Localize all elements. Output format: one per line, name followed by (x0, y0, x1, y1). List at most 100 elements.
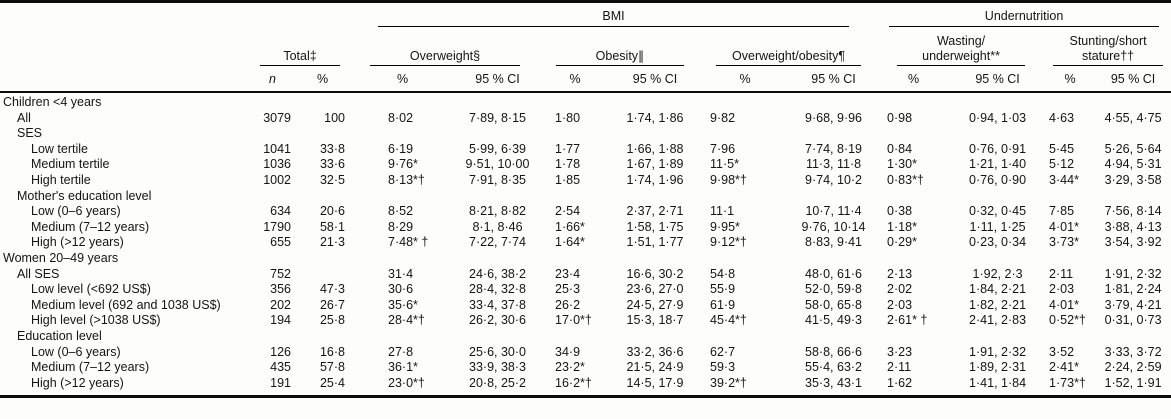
table-cell: 1·62 (887, 375, 913, 390)
col-header-overweight-obesity-ci: 95 % CI (790, 66, 878, 93)
table-row: All 3079 100 8·02 7·89, 8·15 1·80 1·74, 1·86 9·… (0, 111, 1171, 127)
table-cell: 25·3 (555, 282, 581, 297)
table-cell: 1·21, 1·40 (969, 157, 1027, 172)
table-cell: 0·98 (887, 110, 913, 125)
row-label: Low (0–6 years) (31, 204, 121, 219)
table-cell: 4·01* (1049, 219, 1079, 234)
table-cell (540, 251, 610, 267)
group-header-bmi: BMI (350, 2, 877, 27)
section-row: Education level (0, 329, 1171, 345)
table-body: Children <4 years All 3079 100 8·02 7·89, 8·1… (0, 92, 1171, 397)
table-cell: 0·38 (887, 204, 913, 219)
table-cell: 1·74, 1·96 (626, 172, 684, 187)
table-cell (1095, 251, 1171, 267)
table-cell: 2·13 (887, 266, 913, 281)
table-cell: 47·3 (319, 282, 345, 297)
table-cell: 33·6 (319, 157, 345, 172)
row-label: Medium (7–12 years) (31, 219, 150, 234)
table-cell: 9·76, 10·14 (801, 219, 866, 234)
subheader-stunting-line2: stature†† (1081, 48, 1135, 63)
subheader-wasting: Wasting/ underweight** (877, 27, 1045, 66)
table-cell: 36·1* (388, 360, 418, 375)
table-cell: 9·76* (388, 157, 418, 172)
table-cell: 4·01* (1049, 297, 1079, 312)
table-cell (295, 251, 350, 267)
table-cell: 0·83*† (887, 172, 924, 187)
table-cell: 8·83, 9·41 (805, 235, 863, 250)
table-cell (610, 329, 700, 345)
table-cell: 191 (270, 375, 291, 390)
table-cell: 3·73* (1049, 235, 1079, 250)
subheader-wasting-line1: Wasting/ (936, 34, 986, 48)
table-cell: 9·51, 10·00 (465, 157, 530, 172)
table-cell: 24·5, 27·9 (626, 297, 684, 312)
table-cell: 33·9, 38·3 (469, 360, 526, 375)
table-cell: 202 (270, 297, 291, 312)
subheader-stunting: Stunting/short stature†† (1045, 27, 1171, 66)
table-cell: 3·79, 4·21 (1104, 297, 1162, 312)
table-cell: 55·9 (710, 282, 736, 297)
row-label: Education level (17, 328, 102, 343)
table-cell: 35·3, 43·1 (805, 375, 863, 390)
row-label: All (17, 110, 31, 125)
table-cell (250, 126, 295, 142)
table-cell: 2·54 (555, 204, 581, 219)
table-cell: 16·2*† (555, 375, 592, 390)
row-label: Medium (7–12 years) (31, 360, 150, 375)
table-cell: 25·8 (319, 313, 345, 328)
table-cell: 11·3, 11·8 (805, 157, 862, 172)
table-cell: 26·7 (319, 297, 345, 312)
table-cell (700, 92, 790, 111)
table-cell: 2·41, 2·83 (969, 313, 1027, 328)
table-cell: 1·66* (555, 219, 585, 234)
table-cell: 3079 (263, 110, 291, 125)
table-cell (950, 92, 1045, 111)
table-cell: 356 (270, 282, 291, 297)
table-cell: 11·5* (710, 157, 739, 172)
table-cell (1095, 126, 1171, 142)
table-cell (350, 92, 455, 111)
table-cell: 8·13*† (388, 172, 425, 187)
table-cell (610, 92, 700, 111)
table-cell: 0·23, 0·34 (969, 235, 1027, 250)
col-header-obesity-ci: 95 % CI (610, 66, 700, 93)
table-cell (700, 251, 790, 267)
section-row: SES (0, 126, 1171, 142)
row-label: Low (0–6 years) (31, 344, 121, 359)
table-cell (295, 329, 350, 345)
table-row: Low (0–6 years) 126 16·8 27·8 25·6, 30·0 34·9… (0, 345, 1171, 361)
table-cell: 1·85 (555, 172, 581, 187)
section-row: Women 20–49 years (0, 251, 1171, 267)
table-cell: 4·94, 5·31 (1104, 157, 1162, 172)
table-cell: 1041 (263, 141, 291, 156)
table-cell: 1·82, 2·21 (969, 297, 1027, 312)
table-cell: 6·19 (388, 141, 414, 156)
table-cell (250, 329, 295, 345)
group-label-bmi: BMI (378, 9, 850, 27)
table-cell: 28·4*† (388, 313, 425, 328)
subheader-total-line1: Total‡ (283, 48, 317, 63)
table-cell: 30·6 (388, 282, 414, 297)
table-cell: 1·30* (887, 157, 917, 172)
col-header-total-pct: % (295, 66, 350, 93)
table-cell: 52·0, 59·8 (805, 282, 863, 297)
col-header-stunting-pct: % (1045, 66, 1096, 93)
table-cell (790, 92, 877, 111)
table-cell: 9·12*† (710, 235, 747, 250)
col-header-n: n (250, 66, 295, 93)
row-label: Women 20–49 years (3, 250, 119, 265)
table-cell: 1·51, 1·77 (626, 235, 684, 250)
table-cell: 1·64* (555, 235, 585, 250)
table-cell: 26·2, 30·6 (469, 313, 526, 328)
row-label: Medium tertile (31, 157, 110, 172)
table-cell: 0·29* (887, 235, 917, 250)
table-cell (950, 329, 1045, 345)
table-cell: 23·2* (555, 360, 585, 375)
subheader-total: Total‡ (250, 27, 350, 66)
table-cell: 8·29 (388, 219, 414, 234)
table-cell: 1036 (263, 157, 291, 172)
col-header-wasting-pct: % (877, 66, 951, 93)
table-cell: 8·52 (388, 204, 414, 219)
table-cell: 33·2, 36·6 (626, 344, 684, 359)
group-label-undernutrition: Undernutrition (889, 9, 1160, 27)
